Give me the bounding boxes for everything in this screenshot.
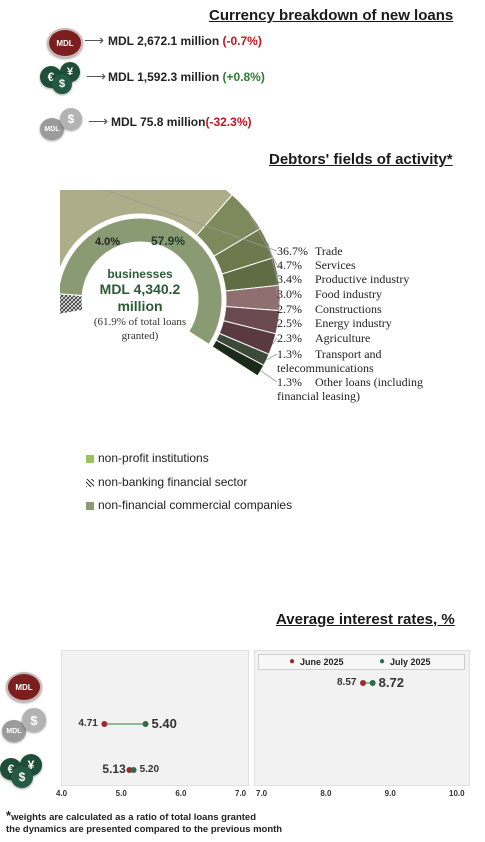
inner-segment-non-banking-financial-sector [60, 293, 84, 315]
july-point [142, 721, 149, 727]
debtors-title: Debtors' fields of activity* [269, 151, 453, 168]
rates-title: Average interest rates, % [276, 611, 455, 628]
sector-label-food-industry: 3.0% Food industry [277, 287, 383, 301]
leader-line [267, 242, 278, 280]
june-point [101, 721, 108, 727]
sector-label-productive-industry: 3.4% Productive industry [277, 272, 410, 286]
debtors-donut-chart [60, 190, 280, 383]
legend-nonprofit: non-profit institutions [86, 451, 209, 465]
rates-panel-right [254, 650, 470, 786]
leader-line [276, 297, 280, 310]
inner-label-nonbanking: 4.0% [95, 236, 121, 248]
footnote-dynamics: the dynamics are presented compared to t… [6, 824, 283, 835]
rates-dot-plot [101, 680, 376, 773]
x-tick-label: 8.0 [320, 789, 332, 798]
legend-swatch [86, 501, 94, 510]
x-tick-label: 7.0 [256, 789, 268, 798]
june-point [126, 767, 133, 773]
sector-label-trade: 36.7% Trade [277, 244, 343, 258]
sector-label-services: 4.7% Services [277, 258, 356, 272]
x-tick-label: 9.0 [384, 789, 396, 798]
x-tick-label: 6.0 [175, 789, 187, 798]
sector-label-other-loans-including-financial-leasing-: 1.3% Other loans (including financial lea… [277, 375, 423, 403]
legend-july: July 2025 [390, 657, 431, 667]
legend-july-marker: ● [379, 656, 386, 667]
sector-label-transport-and-telecommunications: 1.3% Transport and telecommunications [277, 347, 382, 375]
center-label: businesses [107, 267, 173, 281]
currency-row-indexed: MDL 75.8 million(-32.3%) [111, 115, 252, 129]
june-point [360, 680, 367, 686]
leader-line [266, 353, 278, 361]
rates-legend: ● June 2025 ● July 2025 [258, 654, 465, 670]
footnote-weights: *weights are calculated as a ratio of to… [6, 808, 257, 823]
july-value-label: 5.40 [151, 716, 177, 731]
legend-nonbanking: non-banking financial sector [86, 475, 247, 489]
center-note: (61.9% of total loans granted) [93, 316, 187, 342]
arrow-icon: ⟶ [84, 32, 105, 48]
june-value-label: 5.13 [102, 762, 126, 776]
july-value-label: 8.72 [378, 675, 404, 690]
arrow-icon: ⟶ [88, 113, 109, 129]
mdl-coin-icon: MDL [6, 672, 42, 702]
july-point [369, 680, 376, 686]
leader-line [103, 190, 278, 252]
center-amount: MDL 4,340.2 million [99, 281, 181, 314]
leader-line [247, 210, 278, 266]
arrow-icon: ⟶ [86, 68, 107, 84]
x-tick-label: 10.0 [449, 789, 465, 798]
x-tick-label: 4.0 [56, 789, 68, 798]
currency-row-foreign: MDL 1,592.3 million (+0.8%) [108, 70, 265, 84]
leader-line [272, 337, 278, 345]
july-value-label: 5.20 [139, 764, 160, 775]
x-tick-label: 7.0 [235, 789, 247, 798]
leader-line [276, 321, 279, 324]
outer-segment-other-loans-including-financial-leasing- [211, 339, 265, 377]
grey-mdl-dollar-coins-icon: MDL $ [2, 708, 48, 744]
legend-june: June 2025 [300, 657, 344, 667]
legend-swatch [86, 454, 94, 463]
sector-label-energy-industry: 2.5% Energy industry [277, 316, 392, 330]
july-point [130, 767, 137, 773]
sector-label-agriculture: 2.3% Agriculture [277, 331, 371, 345]
legend-june-marker: ● [289, 656, 296, 667]
outer-segment-trade [60, 190, 234, 270]
rates-panel-left [61, 650, 249, 786]
inner-segment-non-financial-commercial-companies [60, 217, 223, 346]
donut-center-text: businesses MDL 4,340.2 million (61.9% of… [90, 267, 190, 343]
sector-label-constructions: 2.7% Constructions [277, 302, 382, 316]
legend-swatch [86, 478, 94, 487]
leader-line [260, 370, 278, 383]
currency-row-mdl: MDL 2,672.1 million (-0.7%) [108, 34, 262, 48]
june-value-label: 8.57 [337, 677, 357, 688]
legend-commercial: non-financial commercial companies [86, 498, 292, 512]
inner-label-commercial: 57.9% [151, 234, 186, 248]
mdl-coin-icon: MDL [47, 28, 83, 58]
june-value-label: 4.71 [78, 718, 98, 729]
grey-mdl-dollar-coins-icon: MDL $ [40, 108, 86, 142]
euro-dollar-yen-coins-icon: € ¥ $ [0, 754, 46, 788]
x-tick-label: 5.0 [115, 789, 127, 798]
euro-dollar-yen-coins-icon: € ¥ $ [40, 62, 86, 94]
currency-breakdown-title: Currency breakdown of new loans [209, 7, 454, 24]
